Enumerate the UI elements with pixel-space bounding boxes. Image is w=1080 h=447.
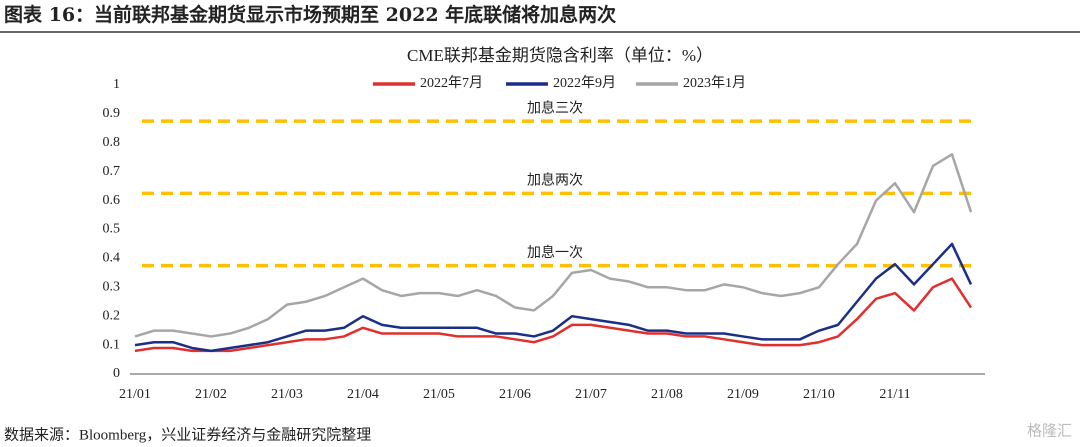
y-tick-label: 0.9 <box>103 106 121 121</box>
source: 数据来源：Bloomberg，兴业证券经济与金融研究院整理 <box>4 425 371 443</box>
y-tick-label: 0 <box>113 366 120 381</box>
reference-label: 加息一次 <box>527 244 583 261</box>
header-title: 图表 16：当前联邦基金期货显示市场预期至 2022 年底联储将加息两次 <box>4 3 616 26</box>
watermark: 格隆汇 <box>1027 422 1072 439</box>
x-tick-label: 21/07 <box>575 387 607 402</box>
x-tick-label: 21/08 <box>651 387 683 402</box>
y-tick-label: 0.8 <box>103 135 121 150</box>
y-tick-label: 1 <box>113 77 120 92</box>
x-tick-label: 21/09 <box>727 387 759 402</box>
chart-title: CME联邦基金期货隐含利率（单位：%） <box>407 46 713 65</box>
x-tick-label: 21/11 <box>879 387 910 402</box>
series-line <box>134 277 973 353</box>
x-tick-label: 21/04 <box>347 387 379 402</box>
x-tick-label: 21/03 <box>271 387 303 402</box>
y-tick-label: 0.2 <box>103 308 121 323</box>
series-line <box>134 153 973 338</box>
y-tick-label: 0.1 <box>103 337 121 352</box>
y-tick-label: 0.3 <box>103 280 121 295</box>
legend-label: 2022年7月 <box>420 75 483 91</box>
series-line <box>134 242 973 353</box>
x-tick-label: 21/01 <box>119 387 151 402</box>
y-tick-label: 0.7 <box>103 164 121 179</box>
legend-label: 2023年1月 <box>683 75 746 91</box>
reference-label: 加息三次 <box>527 99 583 116</box>
x-tick-label: 21/06 <box>499 387 531 402</box>
x-tick-label: 21/05 <box>423 387 455 402</box>
x-tick-label: 21/02 <box>195 387 227 402</box>
y-tick-label: 0.4 <box>103 251 121 266</box>
y-tick-label: 0.5 <box>103 222 121 237</box>
reference-label: 加息两次 <box>527 172 583 189</box>
y-tick-label: 0.6 <box>103 193 121 208</box>
x-tick-label: 21/10 <box>803 387 835 402</box>
legend-label: 2022年9月 <box>553 75 616 91</box>
